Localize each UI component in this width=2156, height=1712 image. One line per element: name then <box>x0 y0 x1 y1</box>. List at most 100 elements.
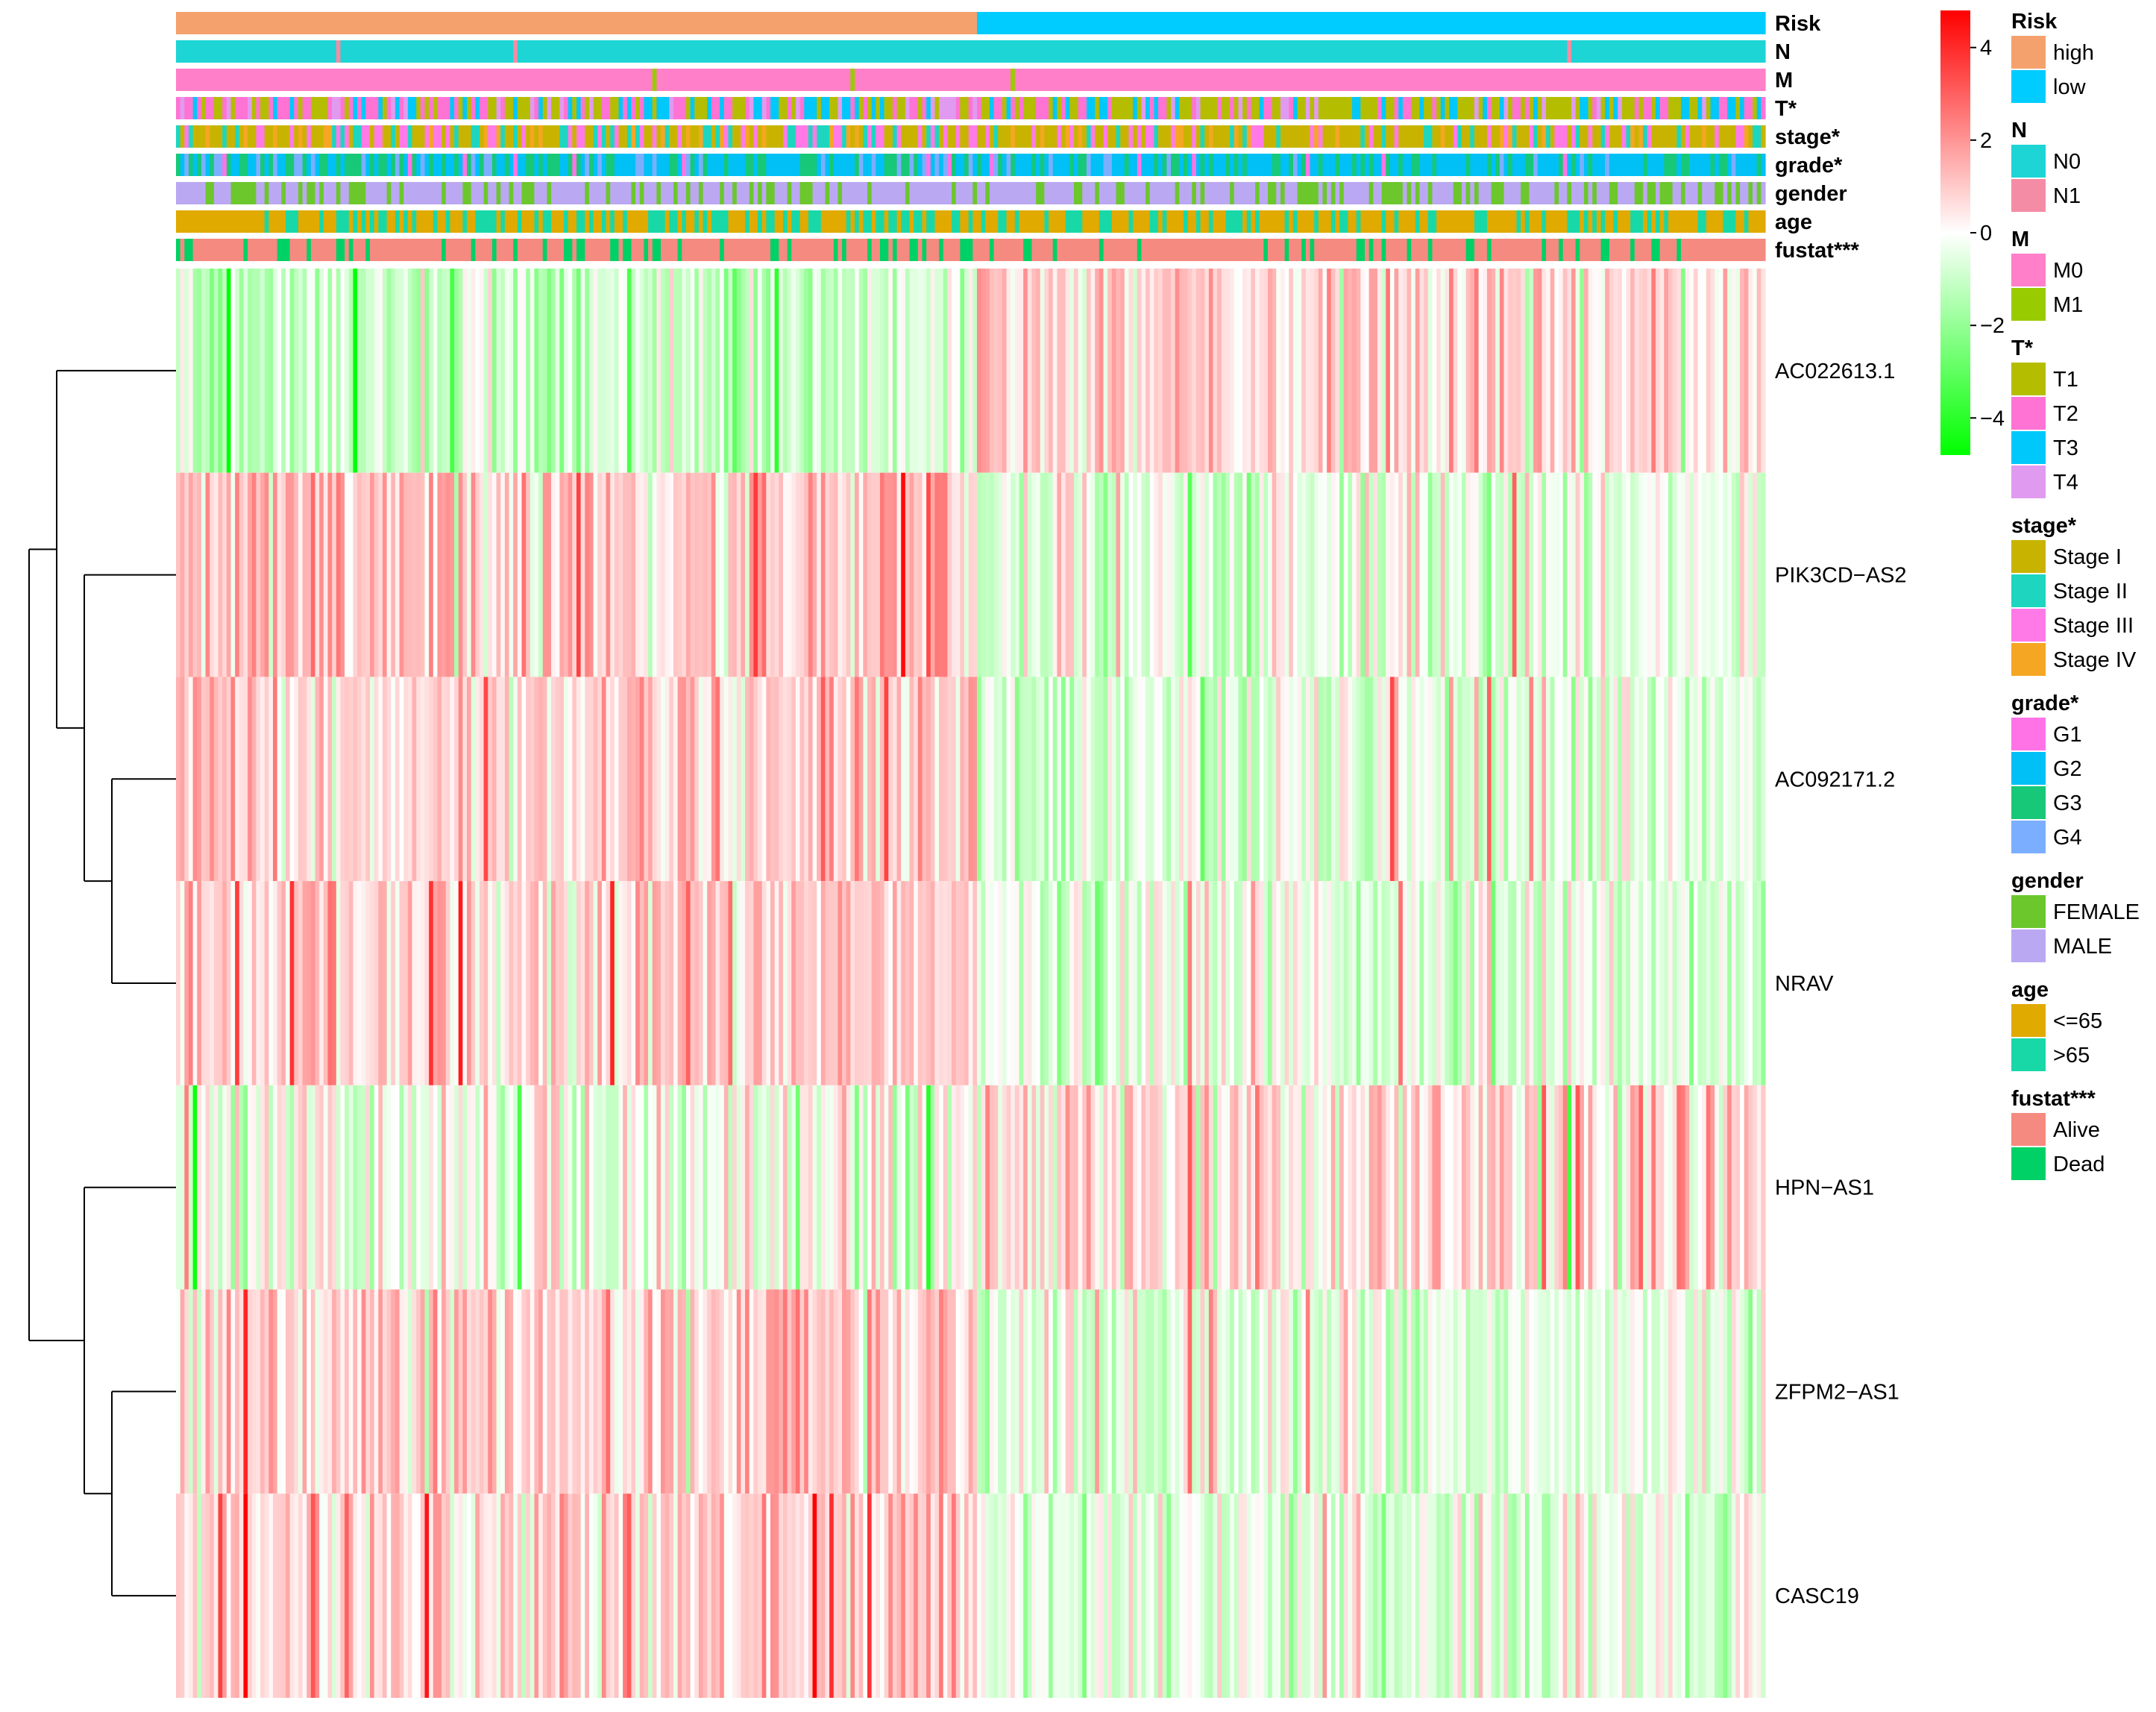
heatmap-cell <box>1727 881 1732 1085</box>
heatmap-cell <box>576 269 582 473</box>
heatmap-cell <box>1580 881 1585 1085</box>
heatmap-cell <box>441 677 447 882</box>
legend-swatch <box>2011 465 2046 498</box>
track-cell <box>386 97 392 119</box>
heatmap-cell <box>391 269 396 473</box>
heatmap-cell <box>420 677 426 882</box>
heatmap-cell <box>538 269 544 473</box>
heatmap-cell <box>1689 1289 1694 1494</box>
heatmap-cell <box>842 677 847 882</box>
heatmap-cell <box>496 472 501 677</box>
heatmap-cell <box>720 1493 725 1698</box>
track-cell <box>1246 97 1251 119</box>
heatmap-cell <box>298 1289 304 1494</box>
gene-label: CASC19 <box>1775 1584 1859 1608</box>
track-cell <box>441 239 447 261</box>
heatmap-cell <box>1508 677 1513 882</box>
track-cell <box>1204 125 1210 148</box>
heatmap-cell <box>876 677 881 882</box>
heatmap-cell <box>1040 1289 1046 1494</box>
heatmap-cell <box>1221 1085 1227 1290</box>
heatmap-cell <box>842 472 847 677</box>
heatmap-cell <box>1600 677 1606 882</box>
track-cell <box>1078 97 1087 119</box>
heatmap-cell <box>513 1289 518 1494</box>
heatmap-cell <box>884 269 889 473</box>
track-cell <box>1474 125 1488 148</box>
heatmap-cell <box>774 1085 779 1290</box>
heatmap-cell <box>226 269 232 473</box>
track-cell <box>614 125 620 148</box>
heatmap-cell <box>1685 269 1690 473</box>
track-risk <box>176 12 1766 34</box>
heatmap-cell <box>277 472 282 677</box>
heatmap-cell <box>1516 1085 1521 1290</box>
heatmap-cell <box>1465 472 1471 677</box>
heatmap-cell <box>529 472 535 677</box>
track-cell <box>1710 97 1720 119</box>
heatmap-cell <box>909 1493 914 1698</box>
heatmap-cell <box>391 1085 396 1290</box>
heatmap-cell <box>1069 677 1075 882</box>
track-cell <box>248 239 278 261</box>
track-cell <box>934 125 940 148</box>
track-cell <box>1111 97 1134 119</box>
heatmap-cell <box>1381 472 1386 677</box>
track-cell <box>1761 97 1766 119</box>
heatmap-cell <box>829 677 835 882</box>
heatmap-cell <box>568 472 573 677</box>
track-cell <box>808 210 822 233</box>
track-cell <box>1596 182 1610 204</box>
heatmap-cell <box>319 881 324 1085</box>
heatmap-cell <box>943 1289 949 1494</box>
track-cell <box>1335 182 1340 204</box>
heatmap-cell <box>496 269 501 473</box>
heatmap-cell <box>521 1085 527 1290</box>
heatmap-cell <box>450 472 455 677</box>
heatmap-cell <box>1019 1289 1024 1494</box>
heatmap-cell <box>998 472 1003 677</box>
heatmap-cell <box>386 881 392 1085</box>
heatmap-cell <box>315 881 320 1085</box>
track-cell <box>1634 125 1640 148</box>
heatmap-cell <box>488 472 493 677</box>
heatmap-cell <box>1052 677 1057 882</box>
track-cell <box>1533 154 1539 176</box>
heatmap-cell <box>597 1289 603 1494</box>
track-cell <box>1731 154 1737 176</box>
heatmap-cell <box>901 1493 906 1698</box>
track-cell <box>564 210 569 233</box>
heatmap-cell <box>378 472 383 677</box>
track-cell <box>1685 182 1699 204</box>
heatmap-cell <box>1402 472 1408 677</box>
track-cell <box>1583 154 1589 176</box>
heatmap-cell <box>1238 881 1243 1085</box>
heatmap-cell <box>1521 1085 1526 1290</box>
heatmap-cell <box>1753 1289 1758 1494</box>
heatmap-cell <box>846 1289 851 1494</box>
track-cell <box>753 154 758 176</box>
heatmap-cell <box>580 677 585 882</box>
heatmap-cell <box>568 1289 573 1494</box>
heatmap-cell <box>972 1493 978 1698</box>
heatmap-cell <box>205 881 210 1085</box>
heatmap-cell <box>993 881 999 1085</box>
heatmap-cell <box>993 1085 999 1290</box>
heatmap-cell <box>618 1493 623 1698</box>
track-cell <box>1128 125 1134 148</box>
track-cell <box>1491 97 1500 119</box>
heatmap-cell <box>1141 1085 1146 1290</box>
track-cell <box>268 182 282 204</box>
heatmap-cell <box>213 881 219 1085</box>
heatmap-cell <box>450 677 455 882</box>
heatmap-cell <box>1111 1493 1117 1698</box>
heatmap-cell <box>1386 269 1391 473</box>
heatmap-cell <box>192 269 198 473</box>
heatmap-cell <box>1499 1493 1505 1698</box>
track-cell <box>989 182 1037 204</box>
heatmap-cell <box>416 881 421 1085</box>
heatmap-cell <box>462 1289 468 1494</box>
heatmap-cell <box>555 1085 560 1290</box>
heatmap-cell <box>1078 1289 1083 1494</box>
track-cell <box>758 210 763 233</box>
